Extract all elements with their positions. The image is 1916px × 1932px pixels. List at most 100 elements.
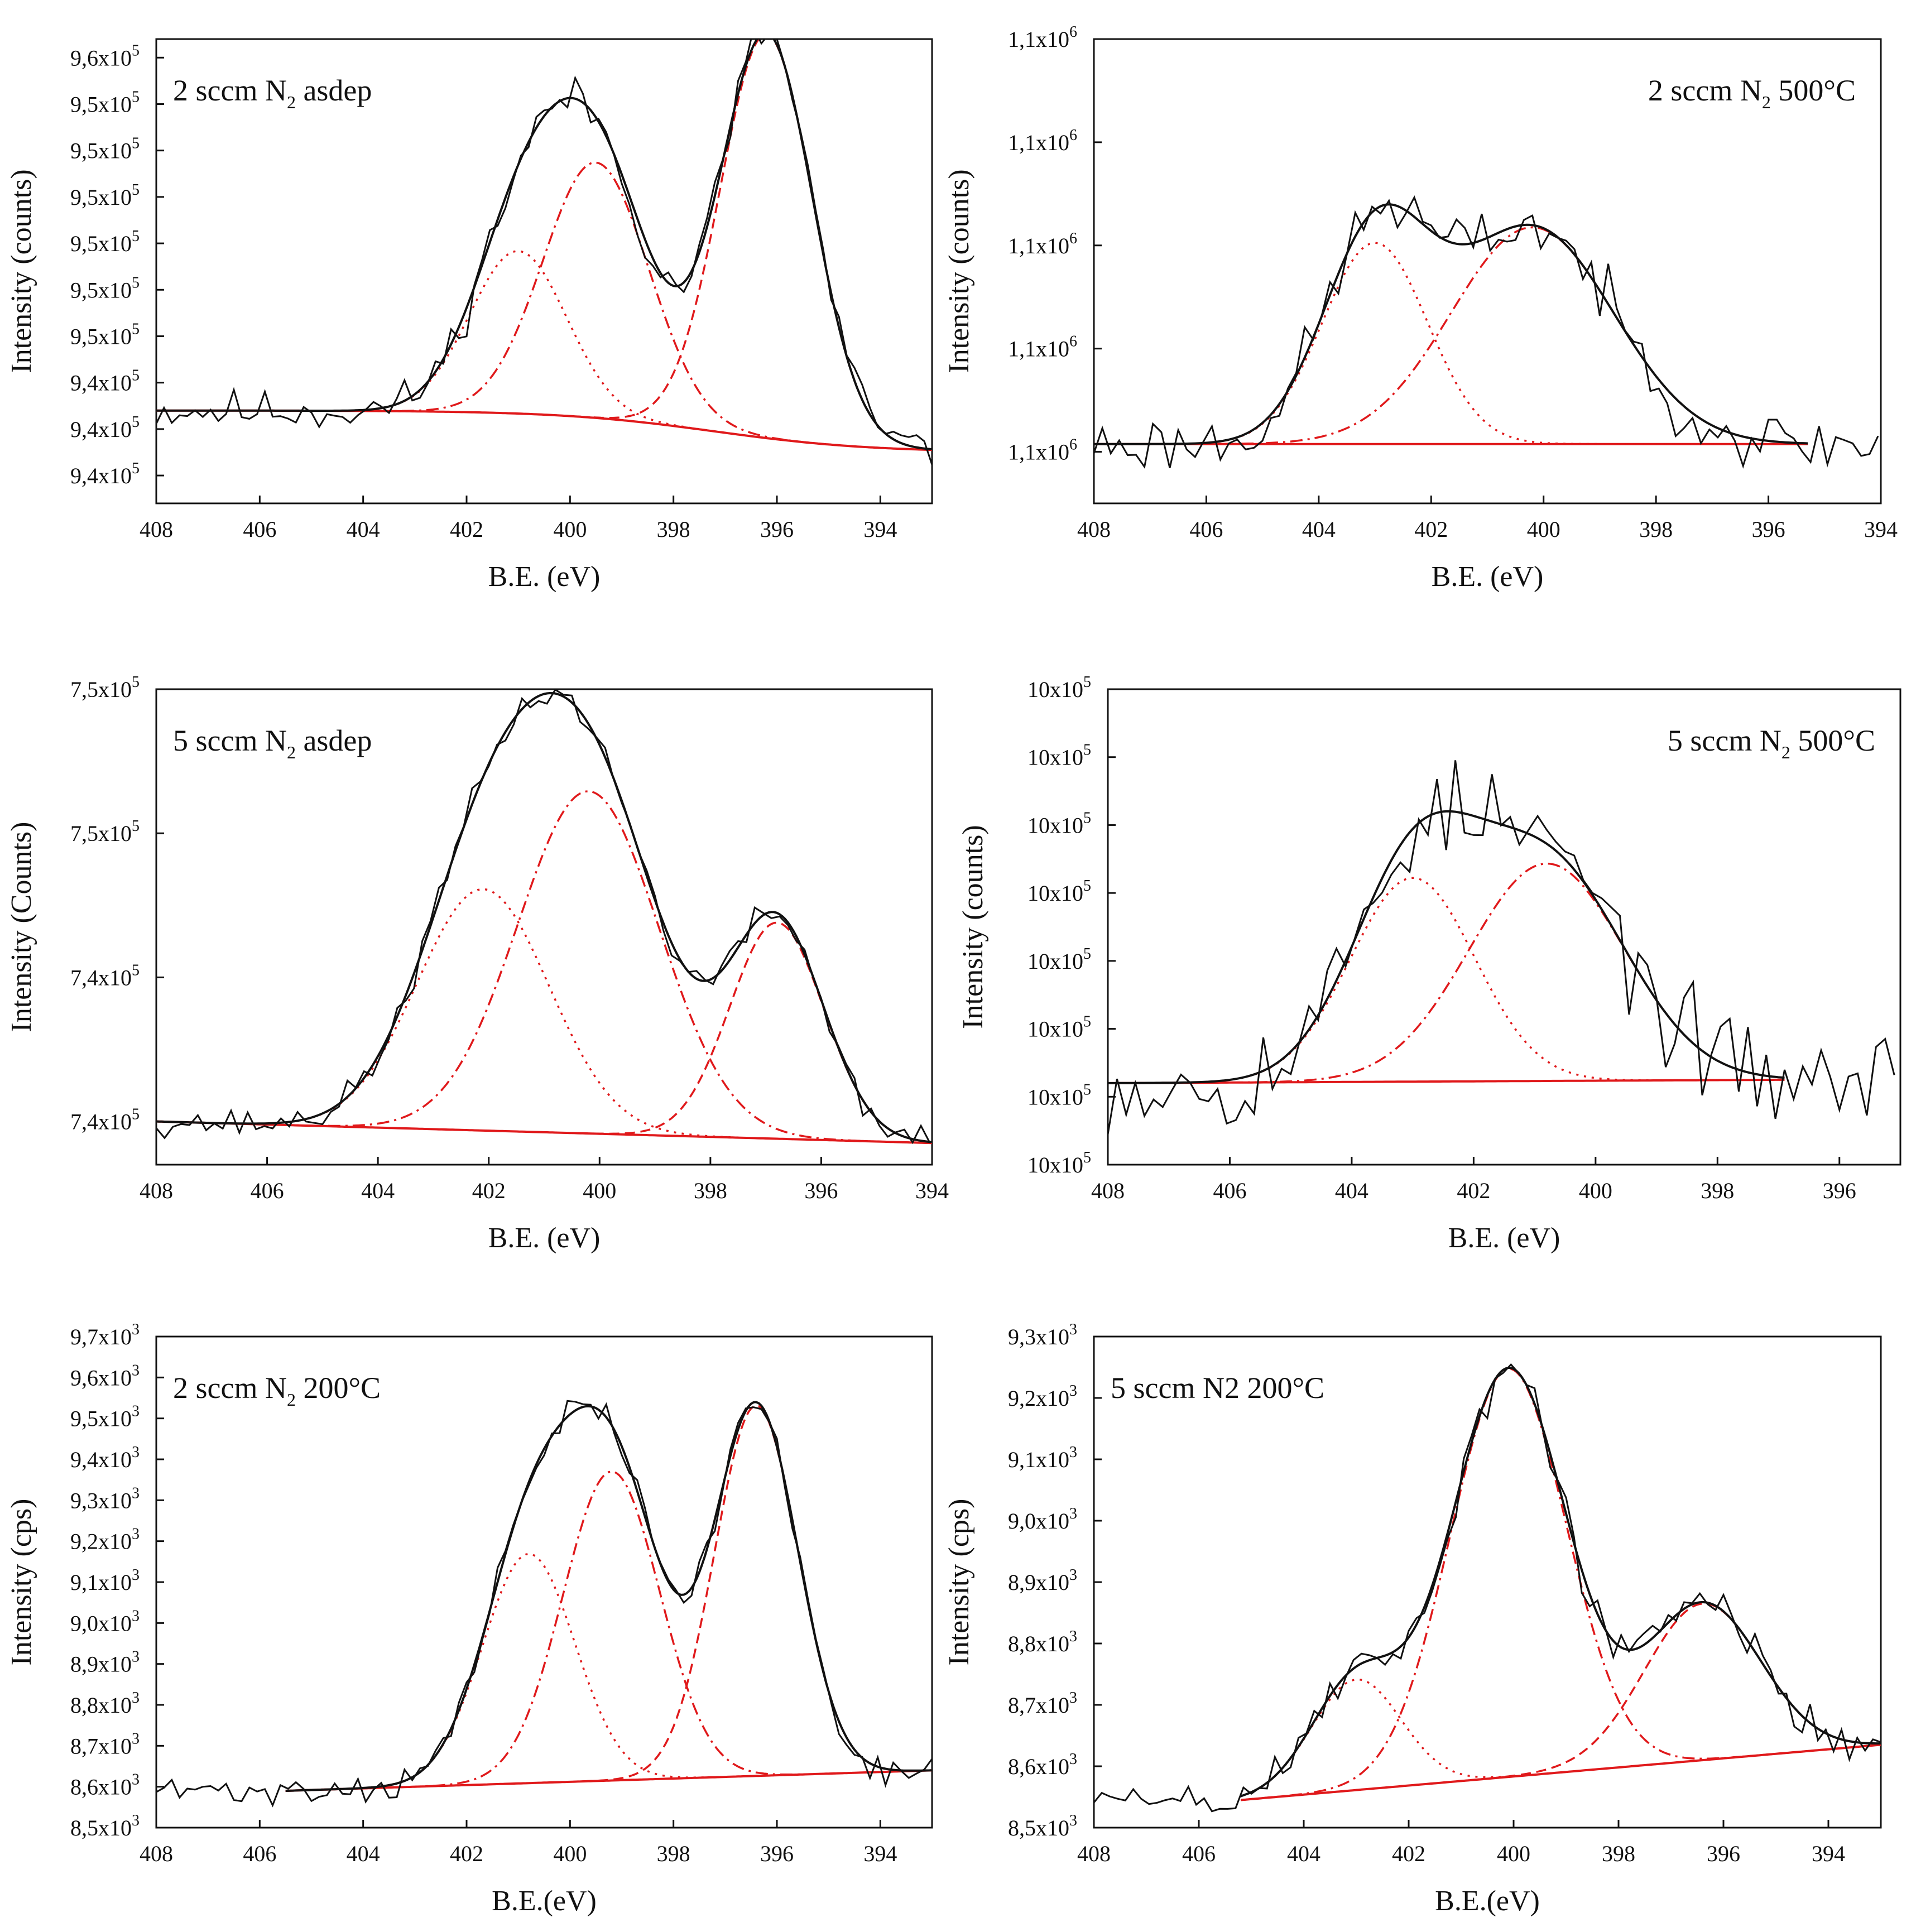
x-tick-label: 408 [1077,517,1111,542]
y-tick-label: 7,4x105 [70,1106,140,1135]
y-tick-label: 9,5x105 [70,135,140,164]
x-tick-label: 398 [1701,1178,1734,1203]
fit-component-2 [1241,1367,1881,1801]
x-tick-label: 394 [863,517,897,542]
plot-frame [1093,38,1882,504]
y-tick-label: 9,2x103 [70,1526,140,1554]
y-axis-title: Intensity (counts) [6,169,37,373]
x-tick-label: 402 [1414,517,1448,542]
x-tick-label: 402 [450,517,483,542]
y-tick-label: 8,5x103 [70,1812,140,1840]
y-tick-label: 8,6x103 [1008,1751,1077,1779]
x-tick-label: 400 [1497,1841,1530,1866]
x-tick-label: 402 [1457,1178,1490,1203]
fit-component-2 [285,1470,932,1792]
plot-area [1108,760,1895,1135]
y-axis-title: Intensity (cps) [943,1499,975,1666]
plot-area [156,689,932,1145]
y-tick-label: 8,8x103 [70,1689,140,1718]
chart-panel-2: 408 406 404 402 400 398 396 394 1,1x106 1,1x106 1,… [943,23,1898,593]
y-tick-label: 9,4x105 [70,367,140,396]
y-tick-label: 9,5x105 [70,320,140,349]
fit-envelope [156,691,932,1143]
x-tick-label: 400 [583,1178,616,1203]
fit-component-2 [156,790,932,1145]
x-tick-label: 396 [1707,1841,1740,1866]
plot-area [156,1400,932,1808]
y-tick-label: 10x105 [1027,674,1091,702]
y-tick-label: 7,4x105 [70,962,140,990]
fit-envelope [285,1401,932,1792]
x-tick-label: 406 [251,1178,284,1203]
y-tick-label: 1,1x106 [1008,230,1077,258]
x-tick-label: 406 [1213,1178,1246,1203]
panel-title: 5 sccm N2 200°C [1111,1371,1324,1405]
y-tick-label: 9,4x103 [70,1444,140,1472]
x-tick-label: 396 [760,517,794,542]
x-axis-title: B.E. (eV) [488,1222,601,1254]
x-axis-title: B.E. (eV) [1432,561,1544,593]
y-tick-label: 1,1x106 [1008,333,1077,362]
x-tick-label: 400 [553,517,587,542]
y-tick-label: 8,8x103 [1008,1628,1077,1656]
raw-spectrum [156,1400,932,1808]
plot-area [156,39,932,465]
x-axis-title: B.E. (eV) [488,561,601,593]
x-tick-label: 398 [657,1841,690,1866]
y-tick-label: 7,5x105 [70,818,140,846]
y-tick-label: 9,4x105 [70,460,140,488]
y-tick-label: 9,1x103 [70,1566,140,1595]
y-tick-label: 1,1x106 [1008,23,1077,52]
x-tick-label: 406 [243,517,276,542]
fit-component-3 [285,1404,932,1792]
x-tick-label: 404 [347,1841,380,1866]
y-tick-label: 9,3x103 [1008,1321,1077,1349]
x-tick-label: 408 [140,1841,173,1866]
fit-component-3 [1241,1602,1881,1801]
raw-spectrum [1094,1363,1881,1813]
y-tick-label: 8,7x103 [70,1730,140,1758]
plot-area [1094,1363,1881,1813]
x-tick-label: 404 [1302,517,1336,542]
panel-title: 2 sccm N2 200°C [173,1371,381,1410]
chart-panel-5: 408 406 404 402 400 398 396 394 8,5x103 8,6x103 8,… [6,1321,933,1917]
y-tick-label: 8,6x103 [70,1771,140,1800]
x-tick-label: 402 [450,1841,483,1866]
plot-frame [155,1335,933,1829]
x-tick-label: 400 [1527,517,1560,542]
x-tick-label: 398 [1639,517,1673,542]
y-tick-label: 9,5x105 [70,274,140,302]
y-axis-title: Intensity (counts) [943,169,975,373]
fit-component-2 [1094,226,1808,445]
y-tick-label: 10x105 [1027,742,1091,770]
fit-component-1 [156,888,932,1145]
y-tick-label: 10x105 [1027,1013,1091,1042]
x-tick-label: 394 [915,1178,949,1203]
x-tick-label: 404 [1287,1841,1320,1866]
x-tick-label: 400 [1579,1178,1612,1203]
x-tick-label: 402 [1392,1841,1425,1866]
y-axis-title: Intensity (Counts) [6,822,37,1032]
panel-title: 5 sccm N2 asdep [173,724,372,762]
y-tick-label: 9,1x103 [1008,1444,1077,1472]
x-tick-label: 398 [657,517,690,542]
x-axis-title: B.E.(eV) [492,1885,597,1917]
x-tick-label: 394 [863,1841,897,1866]
x-tick-label: 396 [804,1178,838,1203]
x-tick-label: 404 [1335,1178,1368,1203]
y-tick-label: 10x105 [1027,945,1091,974]
x-tick-label: 396 [760,1841,794,1866]
y-tick-label: 9,4x105 [70,414,140,442]
chart-panel-1: 408 406 404 402 400 398 396 394 9,4x105 9,4x105 9,… [6,38,933,593]
y-tick-label: 8,9x103 [1008,1566,1077,1595]
x-tick-label: 408 [1077,1841,1111,1866]
fit-component-1 [285,1553,932,1792]
x-tick-label: 408 [1091,1178,1125,1203]
x-tick-label: 400 [553,1841,587,1866]
chart-panel-4: 408 406 404 402 400 398 396 10x105 10x105 10x105 1… [957,674,1901,1254]
y-tick-label: 7,5x105 [70,674,140,702]
fit-component-1 [156,250,932,451]
x-tick-label: 404 [361,1178,395,1203]
y-axis-title: Intensity (cps) [6,1499,37,1666]
